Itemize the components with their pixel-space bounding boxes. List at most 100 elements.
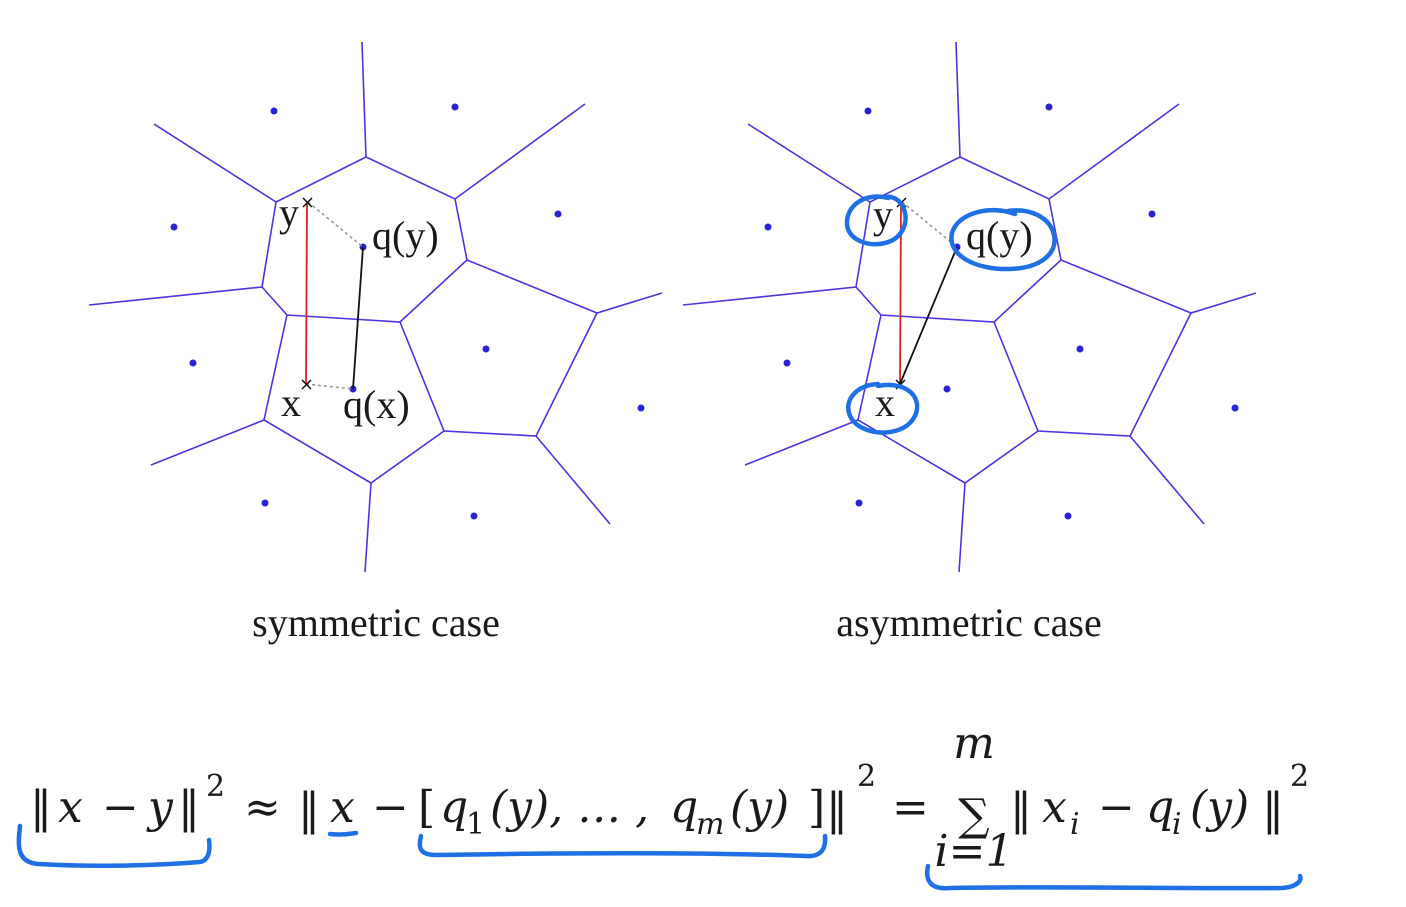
rhs-x: x — [1042, 782, 1067, 833]
mid-bracket-close: ] — [808, 782, 825, 833]
right-caption: asymmetric case — [836, 600, 1101, 645]
rhs-exponent: 2 — [1290, 759, 1309, 794]
voronoi-edge — [744, 419, 859, 466]
voronoi-edge — [958, 482, 966, 573]
mid-q1: q — [440, 782, 468, 833]
mid-q1-argument: (y), … , — [490, 782, 649, 833]
mid-x: x — [330, 782, 355, 833]
left-voronoi-edges — [88, 41, 663, 573]
centroid-dot — [261, 499, 269, 507]
annotation-circle-y — [844, 194, 908, 247]
left-y-cross — [302, 197, 313, 208]
centroid-dot — [189, 359, 197, 367]
centroid-dot — [855, 499, 863, 507]
mid-norm-open: ‖ — [298, 784, 320, 835]
rhs-norm-close: ‖ — [1262, 784, 1284, 835]
lhs-x: x — [58, 782, 83, 833]
centroid-dot — [943, 385, 951, 393]
annotation-underline-lhs — [16, 823, 212, 868]
centroid-dot — [1148, 210, 1156, 218]
right-x-qy-distance — [899, 246, 958, 385]
rhs-q-subscript: i — [1172, 807, 1182, 842]
voronoi-edge — [365, 103, 586, 200]
annotation-underline-vector — [417, 833, 828, 859]
centroid-dot — [637, 404, 645, 412]
lhs-y: y — [146, 782, 174, 833]
right-centroids — [764, 103, 1239, 520]
rhs-norm-open: ‖ — [1010, 784, 1032, 835]
centroid-dot — [270, 107, 278, 115]
mid-q1-subscript: 1 — [466, 807, 485, 842]
voronoi-edge — [993, 312, 1192, 437]
mid-qm-subscript: m — [696, 807, 724, 842]
annotation-circle-x — [846, 381, 920, 435]
left-label-x: x — [281, 380, 301, 425]
right-annotations — [844, 194, 1057, 435]
voronoi-edge — [263, 314, 445, 484]
mid-norm-close: ‖ — [826, 784, 848, 835]
centroid-dot — [170, 223, 178, 231]
voronoi-edge — [682, 41, 961, 306]
annotation-underline-x — [327, 830, 359, 837]
centroid-dot — [1064, 512, 1072, 520]
right-label-y: y — [873, 192, 893, 237]
rhs-x-subscript: i — [1070, 807, 1080, 842]
voronoi-edge — [1129, 435, 1205, 525]
left-x-y-distance — [305, 202, 308, 385]
left-panel: y q(y) x q(x) symmetric case — [88, 41, 663, 645]
right-panel: y q(y) x asymmetric case — [682, 41, 1257, 645]
left-x-to-qx-dashed — [305, 383, 354, 390]
right-label-x: x — [875, 380, 895, 425]
sum-symbol: ∑ — [958, 790, 989, 841]
lhs-norm-open: ‖ — [30, 782, 52, 833]
centroid-dot — [554, 210, 562, 218]
right-voronoi-edges — [682, 41, 1257, 573]
right-y-to-qy-dashed — [901, 201, 958, 248]
centroid-dot — [470, 512, 478, 520]
mid-qm: q — [670, 782, 698, 833]
voronoi-edge — [153, 123, 277, 203]
centroid-dot — [1045, 103, 1053, 111]
left-label-qx: q(x) — [343, 382, 410, 427]
voronoi-edge — [466, 259, 663, 314]
left-y-to-qy-dashed — [307, 201, 364, 248]
lhs-norm-close: ‖ — [178, 782, 200, 833]
annotation-circle-qy — [949, 207, 1057, 272]
left-label-qy: q(y) — [372, 213, 439, 258]
centroid-dot — [482, 345, 490, 353]
voronoi-edge — [399, 312, 598, 437]
voronoi-edge — [857, 314, 1039, 484]
mid-minus: − — [372, 782, 409, 833]
left-label-y: y — [279, 190, 299, 235]
voronoi-edge — [535, 435, 611, 525]
voronoi-edge — [88, 41, 367, 306]
centroid-dot — [1231, 404, 1239, 412]
voronoi-edge — [1060, 259, 1257, 314]
centroid-dot — [1076, 345, 1084, 353]
voronoi-edge — [150, 419, 265, 466]
mid-bracket-open: [ — [418, 782, 435, 833]
formula-annotations — [16, 823, 1303, 891]
rhs-q: q — [1146, 782, 1174, 833]
centroid-dot — [783, 359, 791, 367]
sum-lower-limit: i=1 — [935, 826, 1014, 877]
voronoi-edge — [747, 123, 871, 203]
centroid-dot — [451, 103, 459, 111]
equals-sign: = — [892, 782, 929, 833]
lhs-minus: − — [102, 782, 139, 833]
left-qx-qy-distance — [352, 246, 364, 390]
formula: ‖ x − y ‖ 2 ≈ ‖ x − [ q 1 (y), … , q m (… — [16, 718, 1309, 891]
centroid-dot — [864, 107, 872, 115]
voronoi-edge — [959, 103, 1180, 200]
sum-upper-limit: m — [953, 718, 995, 769]
left-caption: symmetric case — [252, 600, 500, 645]
approx-sign: ≈ — [244, 782, 281, 833]
right-label-qy: q(y) — [966, 213, 1033, 258]
voronoi-edge — [364, 482, 372, 573]
mid-exponent: 2 — [857, 759, 876, 794]
annotation-underline-sum — [925, 863, 1303, 891]
lhs-exponent: 2 — [206, 769, 225, 804]
centroid-dot — [764, 223, 772, 231]
left-x-cross — [301, 379, 312, 390]
